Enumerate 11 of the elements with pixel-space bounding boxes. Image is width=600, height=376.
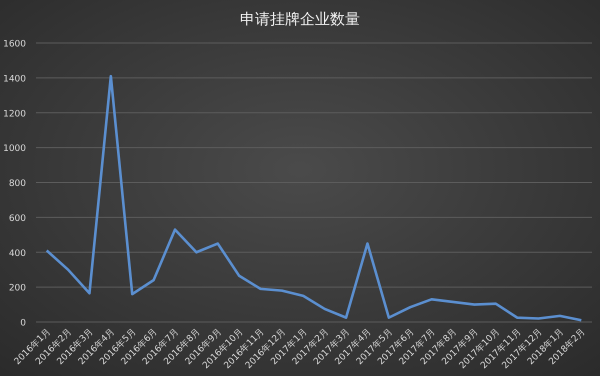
y-tick-label: 400 [8,248,26,259]
y-tick-label: 800 [8,179,26,189]
y-tick-label: 200 [8,284,26,294]
chart-title: 申请挂牌企业数量 [240,10,360,28]
y-tick-label: 600 [8,214,26,224]
y-tick-label: 1400 [3,74,26,84]
y-tick-label: 0 [20,318,26,328]
line-series [45,74,583,322]
y-tick-label: 1600 [3,40,26,50]
y-tick-label: 1000 [3,144,26,154]
y-tick-label: 1200 [3,109,26,120]
